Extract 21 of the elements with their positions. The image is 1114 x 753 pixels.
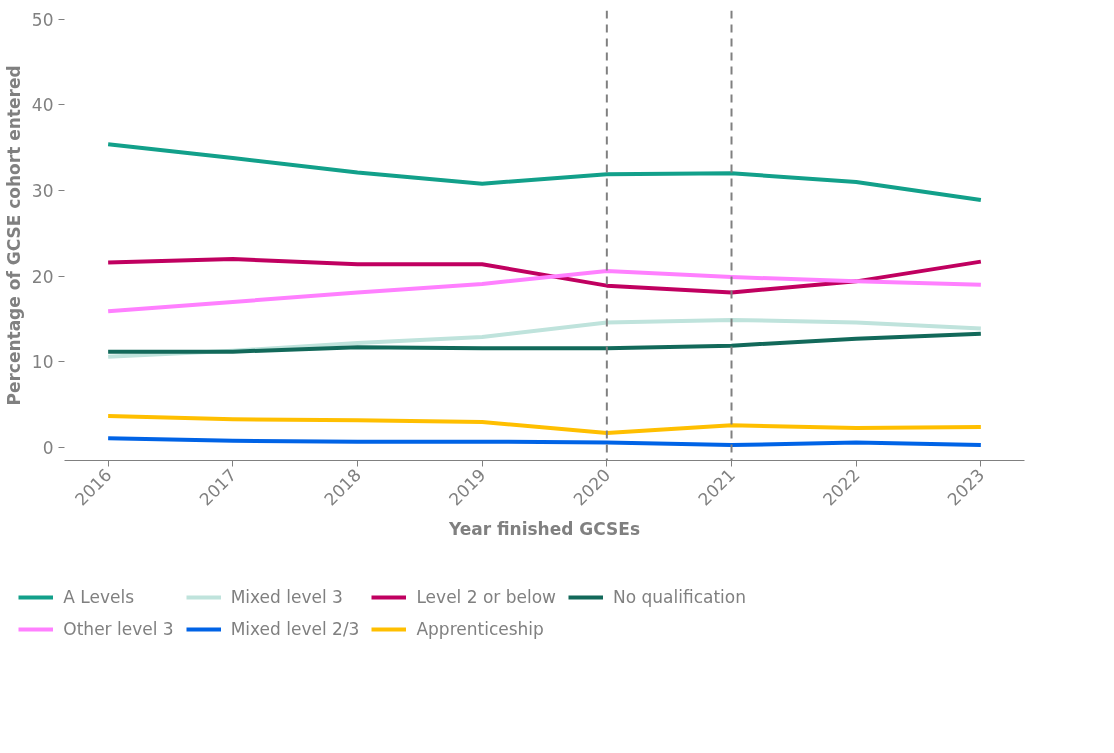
y-tick-label: 40 <box>31 95 54 116</box>
line-series <box>106 142 983 202</box>
line-series <box>106 413 983 436</box>
y-tick-label: 20 <box>31 266 54 287</box>
y-axis-title: Percentage of GCSE cohort entered <box>3 65 24 406</box>
legend-label: Mixed level 3 <box>230 587 343 607</box>
line-series <box>106 331 983 354</box>
y-tick-label: 10 <box>31 352 54 373</box>
y-tick-label: 0 <box>42 438 54 459</box>
legend-label: Apprenticeship <box>416 619 544 639</box>
legend-label: No qualification <box>613 587 747 607</box>
line-series <box>106 436 983 448</box>
x-axis-title: Year finished GCSEs <box>447 519 641 540</box>
legend-label: Other level 3 <box>63 619 174 639</box>
legend-label: Mixed level 2/3 <box>230 619 360 639</box>
line-series <box>106 257 983 295</box>
legend-label: A Levels <box>63 587 135 607</box>
legend-label: Level 2 or below <box>416 587 557 607</box>
line-series <box>106 269 983 314</box>
y-tick-label: 50 <box>31 9 54 30</box>
y-tick-label: 30 <box>31 181 54 201</box>
